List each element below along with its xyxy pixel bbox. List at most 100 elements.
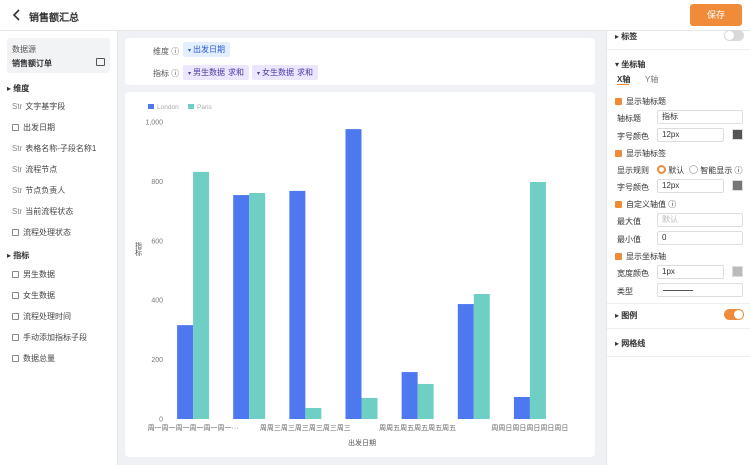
chip-name: 女生数据 bbox=[262, 68, 295, 77]
header: 销售额汇总 保存 bbox=[0, 0, 750, 31]
field-name: 流程节点 bbox=[25, 165, 58, 174]
source-name: 销售额订单 bbox=[12, 59, 52, 68]
custom-axis-text: 自定义轴值 bbox=[626, 200, 666, 209]
rule-smart[interactable]: 智能显示 ⓘ bbox=[689, 165, 742, 176]
custom-axis[interactable]: 自定义轴值 ⓘ bbox=[615, 199, 676, 210]
dimension-item[interactable]: Str 表格名称-子段名称1 bbox=[12, 143, 96, 154]
show-axis-text: 显示坐标轴 bbox=[626, 252, 666, 261]
field-name: 数据总量 bbox=[23, 354, 55, 363]
bar bbox=[513, 397, 530, 419]
field-name: 女生数据 bbox=[23, 291, 55, 300]
source-label: 数据源 bbox=[12, 45, 36, 54]
tab-y[interactable]: Y轴 bbox=[645, 75, 659, 84]
show-labels[interactable]: 显示轴标签 bbox=[615, 148, 666, 159]
x-tick-label: 周一周一周一周一周一周一··· bbox=[148, 424, 239, 432]
chip-arrow: ▾ bbox=[257, 71, 261, 77]
font-color-2[interactable] bbox=[732, 180, 743, 191]
metric-chips: ▾ 男生数据 求和 ▾ 女生数据 求和 bbox=[183, 65, 321, 80]
legend-swatch bbox=[148, 104, 154, 109]
field-name: 当前流程状态 bbox=[25, 207, 74, 216]
dimension-chips: ▾ 出发日期 bbox=[183, 42, 233, 57]
bar bbox=[345, 129, 362, 419]
x-tick-label: 周周日周日周日周日周日 bbox=[491, 424, 568, 432]
bar bbox=[249, 192, 266, 419]
rule-smart-text: 智能显示 bbox=[700, 166, 733, 175]
chip-arrow: ▾ bbox=[188, 48, 192, 54]
min-label: 最小值 bbox=[617, 235, 641, 244]
axis-section[interactable]: ▾ 坐标轴 bbox=[615, 60, 646, 69]
dimension-item[interactable]: Str 当前流程状态 bbox=[12, 206, 73, 217]
max-label: 最大值 bbox=[617, 217, 641, 226]
legend-label: London bbox=[157, 104, 179, 111]
dimension-item[interactable]: 流程处理状态 bbox=[12, 227, 71, 238]
field-icon bbox=[12, 124, 19, 131]
field-type: Str bbox=[12, 165, 23, 174]
label-section[interactable]: ▸ 标签 bbox=[615, 32, 638, 41]
metric-chip[interactable]: ▾ 男生数据 求和 bbox=[183, 65, 250, 80]
field-name: 文字基字段 bbox=[25, 102, 66, 111]
field-name: 节点负责人 bbox=[25, 186, 66, 195]
grid-section[interactable]: ▸ 网格线 bbox=[615, 339, 646, 348]
bar bbox=[233, 195, 250, 419]
field-type: Str bbox=[12, 186, 23, 195]
rule-default[interactable]: 默认 bbox=[657, 165, 684, 176]
type-select[interactable] bbox=[657, 283, 743, 297]
max-input[interactable]: 默认 bbox=[657, 213, 743, 227]
x-tick-label: 周周三周三周三周三周三周三 bbox=[260, 424, 351, 432]
metric-item[interactable]: 手动添加指标子段 bbox=[12, 332, 87, 343]
legend-toggle[interactable] bbox=[724, 309, 744, 320]
bar bbox=[401, 372, 418, 419]
legend-section[interactable]: ▸ 图例 bbox=[615, 311, 638, 320]
min-input[interactable]: 0 bbox=[657, 231, 743, 245]
bar bbox=[289, 190, 306, 419]
metric-item[interactable]: 女生数据 bbox=[12, 290, 55, 301]
chip-arrow: ▾ bbox=[188, 71, 192, 77]
dimension-item[interactable]: Str 节点负责人 bbox=[12, 185, 65, 196]
dimension-item[interactable]: Str 流程节点 bbox=[12, 164, 57, 175]
metric-item[interactable]: 男生数据 bbox=[12, 269, 55, 280]
bar bbox=[177, 325, 194, 419]
dimension-item[interactable]: 出发日期 bbox=[12, 122, 55, 133]
title-input[interactable]: 指标 bbox=[657, 110, 743, 124]
field-type: Str bbox=[12, 102, 23, 111]
back-icon[interactable] bbox=[12, 9, 22, 21]
label-toggle[interactable] bbox=[724, 30, 744, 41]
font-select[interactable]: 12px bbox=[657, 128, 724, 142]
metric-chip[interactable]: ▾ 女生数据 求和 bbox=[252, 65, 319, 80]
bar bbox=[473, 293, 490, 419]
show-axis[interactable]: 显示坐标轴 bbox=[615, 251, 666, 262]
width-color[interactable] bbox=[732, 266, 743, 277]
width-select[interactable]: 1px bbox=[657, 265, 724, 279]
metric-config-label: 指标 ⓘ bbox=[153, 69, 180, 78]
chip-agg: 求和 bbox=[297, 68, 314, 77]
bar bbox=[457, 304, 474, 419]
metric-item[interactable]: 流程处理时间 bbox=[12, 311, 71, 322]
y-tick-label: 400 bbox=[151, 298, 163, 305]
dimension-chip[interactable]: ▾ 出发日期 bbox=[183, 42, 231, 57]
field-icon bbox=[12, 229, 19, 236]
dimension-item[interactable]: Str 文字基字段 bbox=[12, 101, 65, 112]
dimension-title-text: 维度 bbox=[13, 84, 30, 93]
x-axis-title: 出发日期 bbox=[348, 438, 376, 447]
metric-item[interactable]: 数据总量 bbox=[12, 353, 55, 364]
legend-swatch bbox=[188, 104, 194, 109]
chart: 出发日期 0 200 400 600 800 1,000 指标 London Paris 周一周一… bbox=[135, 104, 568, 447]
show-title[interactable]: 显示轴标题 bbox=[615, 96, 666, 107]
source-icon bbox=[96, 58, 105, 66]
tab-x[interactable]: X轴 bbox=[617, 75, 631, 84]
field-name: 表格名称-子段名称1 bbox=[25, 144, 97, 153]
font-color[interactable] bbox=[732, 129, 743, 140]
font-select-2[interactable]: 12px bbox=[657, 179, 724, 193]
source-card[interactable]: 数据源 销售额订单 bbox=[7, 38, 110, 73]
rule-label: 显示规则 bbox=[617, 166, 649, 175]
title-label: 轴标题 bbox=[617, 114, 641, 123]
chip-agg: 求和 bbox=[228, 68, 245, 77]
settings-panel: ▸ 标签 ▾ 坐标轴 X轴 Y轴 显示轴标题 轴标题 指标 字号颜色 12px … bbox=[606, 30, 750, 465]
show-labels-text: 显示轴标签 bbox=[626, 149, 666, 158]
chip-name: 男生数据 bbox=[193, 68, 226, 77]
chart-card: 出发日期 0 200 400 600 800 1,000 指标 London Paris 周一周一… bbox=[125, 92, 595, 457]
label-section-text: 标签 bbox=[621, 32, 638, 41]
save-button[interactable]: 保存 bbox=[690, 4, 742, 26]
metric-title: ▸ 指标 bbox=[7, 251, 30, 260]
